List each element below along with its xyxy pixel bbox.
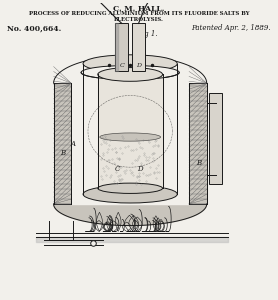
Polygon shape bbox=[54, 56, 207, 83]
Text: D: D bbox=[136, 63, 141, 68]
Text: C: C bbox=[120, 63, 124, 68]
Polygon shape bbox=[71, 83, 189, 204]
Ellipse shape bbox=[98, 183, 163, 194]
Text: C: C bbox=[115, 165, 120, 172]
Bar bbox=[209, 93, 222, 184]
Ellipse shape bbox=[83, 55, 177, 73]
Bar bbox=[132, 23, 145, 70]
Text: C. M. HALL.: C. M. HALL. bbox=[113, 5, 165, 13]
Ellipse shape bbox=[81, 65, 179, 80]
Text: A: A bbox=[71, 140, 76, 148]
Text: Patented Apr. 2, 1889.: Patented Apr. 2, 1889. bbox=[191, 24, 270, 32]
Ellipse shape bbox=[98, 68, 163, 81]
Text: No. 400,664.: No. 400,664. bbox=[8, 24, 62, 32]
Polygon shape bbox=[98, 74, 163, 188]
Text: B: B bbox=[60, 149, 65, 158]
Text: D: D bbox=[137, 165, 143, 172]
Text: PROCESS OF REDUCING ALUMINIUM FROM ITS FLUORIDE SALTS BY
ELECTROLYSIS.: PROCESS OF REDUCING ALUMINIUM FROM ITS F… bbox=[29, 11, 249, 22]
Text: Fig 1.: Fig 1. bbox=[138, 30, 158, 38]
Polygon shape bbox=[54, 204, 207, 226]
Polygon shape bbox=[83, 64, 177, 194]
Bar bbox=[189, 83, 207, 204]
Bar bbox=[115, 23, 128, 70]
Text: B: B bbox=[196, 159, 202, 167]
Bar bbox=[54, 83, 71, 204]
Ellipse shape bbox=[83, 185, 177, 203]
Ellipse shape bbox=[100, 133, 161, 141]
